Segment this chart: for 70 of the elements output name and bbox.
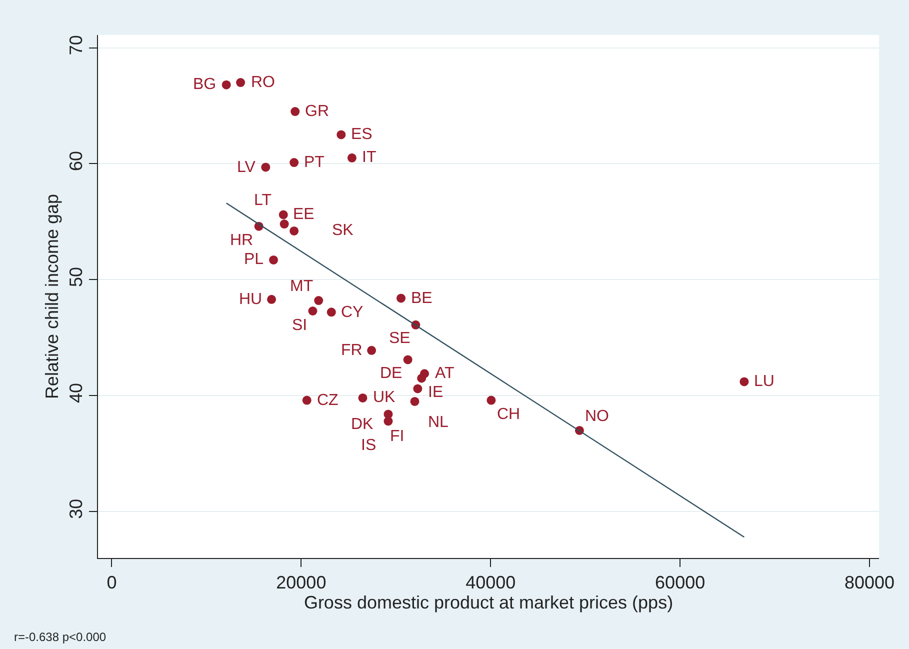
point (403, 355, 412, 364)
annotation: CH (497, 406, 520, 423)
y-tick-label: 70 (66, 35, 86, 56)
point (396, 294, 406, 303)
annotation: CY (341, 304, 364, 321)
annotation: LT (254, 192, 272, 209)
annotation: HU (239, 291, 262, 308)
point (358, 393, 368, 402)
annotation: BG (193, 76, 216, 93)
y-tick-label: 30 (66, 498, 86, 519)
annotation: DE (380, 365, 402, 382)
point (314, 296, 324, 306)
annotation: FR (341, 342, 362, 359)
point (347, 153, 356, 162)
annotation: IS (361, 437, 376, 454)
point (384, 416, 393, 426)
point (222, 80, 231, 90)
point (261, 162, 270, 172)
x-axis-title: Gross domestic product at market prices (pps) (304, 592, 674, 613)
point (236, 78, 246, 88)
point (413, 384, 422, 394)
annotation: FI (390, 428, 404, 445)
annotation: DK (351, 416, 374, 433)
point (290, 226, 299, 236)
text: r=-0.638 p<0.000 (14, 630, 106, 644)
annotation: HR (230, 232, 254, 249)
annotation: LV (237, 159, 256, 176)
point (278, 210, 288, 220)
point (326, 308, 336, 317)
annotation: NO (585, 408, 609, 425)
annotation: ES (351, 126, 372, 143)
point (280, 220, 289, 229)
point (367, 346, 376, 355)
annotation: LU (754, 373, 774, 390)
annotation: UK (373, 389, 396, 406)
point (336, 130, 346, 140)
annotation: IT (362, 149, 376, 166)
point (410, 396, 420, 406)
annotation: EE (293, 206, 314, 223)
point (417, 374, 426, 383)
point (267, 294, 276, 304)
annotation: AT (435, 365, 454, 382)
y-axis-title: Relative child income gap (42, 194, 62, 400)
point (308, 306, 318, 316)
x-tick-label: 0 (106, 572, 117, 593)
y-tick-label: 40 (66, 382, 86, 403)
annotation: NL (428, 414, 449, 431)
annotation: SI (292, 317, 308, 334)
annotation: SK (332, 222, 354, 239)
annotation: PL (244, 251, 264, 268)
annotation: MT (290, 278, 314, 295)
annotation: IE (428, 384, 444, 401)
y-tick-label: 60 (66, 151, 86, 172)
x-tick-label: 20000 (276, 572, 326, 593)
annotation: BE (411, 290, 432, 307)
annotation: RO (251, 74, 275, 91)
point (486, 396, 496, 405)
point (290, 107, 300, 116)
x-tick-label: 60000 (655, 572, 706, 593)
point (269, 255, 278, 264)
x-tick-label: 80000 (844, 572, 895, 593)
annotation: GR (305, 103, 329, 120)
point (302, 396, 312, 405)
annotation: PT (304, 154, 325, 171)
x-tick-label: 40000 (466, 572, 516, 593)
point (740, 377, 749, 386)
point (290, 158, 299, 168)
y-tick-label: 50 (66, 266, 86, 288)
annotation: CZ (317, 392, 339, 409)
annotation: SE (389, 330, 410, 347)
